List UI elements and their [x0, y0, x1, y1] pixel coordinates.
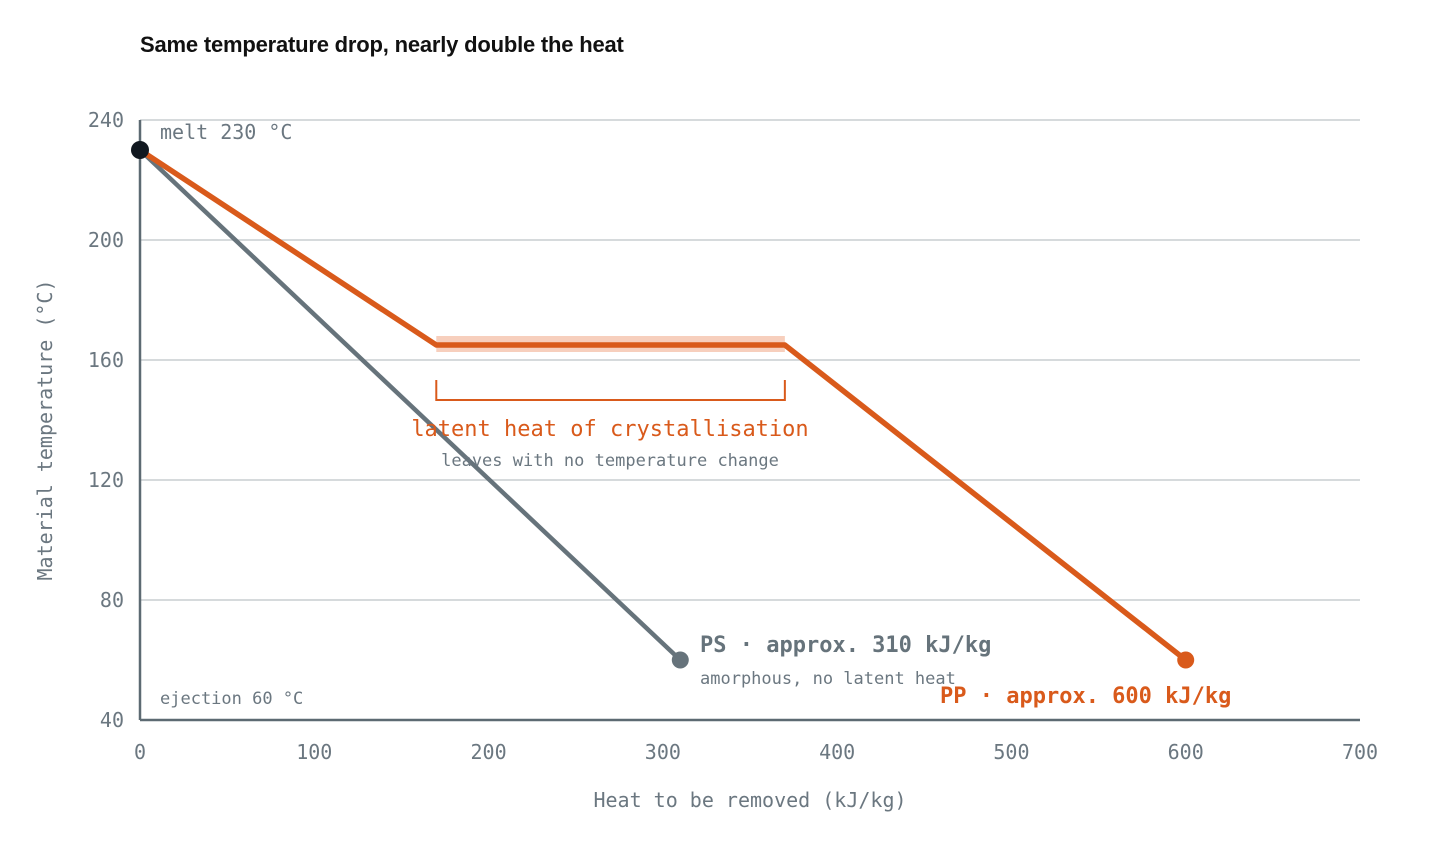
y-tick-label-240: 240 [88, 108, 124, 132]
x-tick-label-0: 0 [134, 740, 146, 764]
x-tick-label-200: 200 [471, 740, 507, 764]
ps-end-point [671, 651, 689, 669]
x-tick-label-100: 100 [296, 740, 332, 764]
chart-title: Same temperature drop, nearly double the… [140, 32, 624, 57]
x-tick-label-300: 300 [645, 740, 681, 764]
gridlines [140, 119, 1360, 601]
x-tick-label-600: 600 [1168, 740, 1204, 764]
y-tick-label-120: 120 [88, 468, 124, 492]
x-tick-label-700: 700 [1342, 740, 1378, 764]
data-marks [131, 141, 1195, 669]
y-tick-label-40: 40 [100, 708, 124, 732]
melt-start-point [131, 141, 149, 159]
x-axis-label: Heat to be removed (kJ/kg) [593, 788, 906, 812]
axes [138, 120, 1360, 722]
latent-heat-subtitle: leaves with no temperature change [441, 451, 779, 471]
x-tick-label-400: 400 [819, 740, 855, 764]
ps-series-label: PS · approx. 310 kJ/kg [700, 633, 991, 658]
y-tick-label-200: 200 [88, 228, 124, 252]
annotations: melt 230 °C ejection 60 °C latent heat o… [160, 120, 1231, 709]
y-tick-label-160: 160 [88, 348, 124, 372]
pp-series-label: PP · approx. 600 kJ/kg [940, 684, 1231, 709]
tick-labels: 40 80 120 160 200 240 0 100 200 300 400 500 600 700 [88, 108, 1378, 764]
latent-heat-title: latent heat of crystallisation [411, 417, 808, 442]
y-tick-label-80: 80 [100, 588, 124, 612]
latent-heat-bracket [435, 380, 786, 401]
ps-series-line [138, 148, 682, 662]
melt-annotation: melt 230 °C [160, 120, 292, 144]
y-axis-label: Material temperature (°C) [33, 279, 57, 580]
ps-series-sublabel: amorphous, no latent heat [700, 669, 956, 689]
pp-end-point [1177, 651, 1195, 669]
x-tick-label-500: 500 [993, 740, 1029, 764]
pp-series-line [138, 147, 1188, 663]
ejection-annotation: ejection 60 °C [160, 689, 303, 709]
